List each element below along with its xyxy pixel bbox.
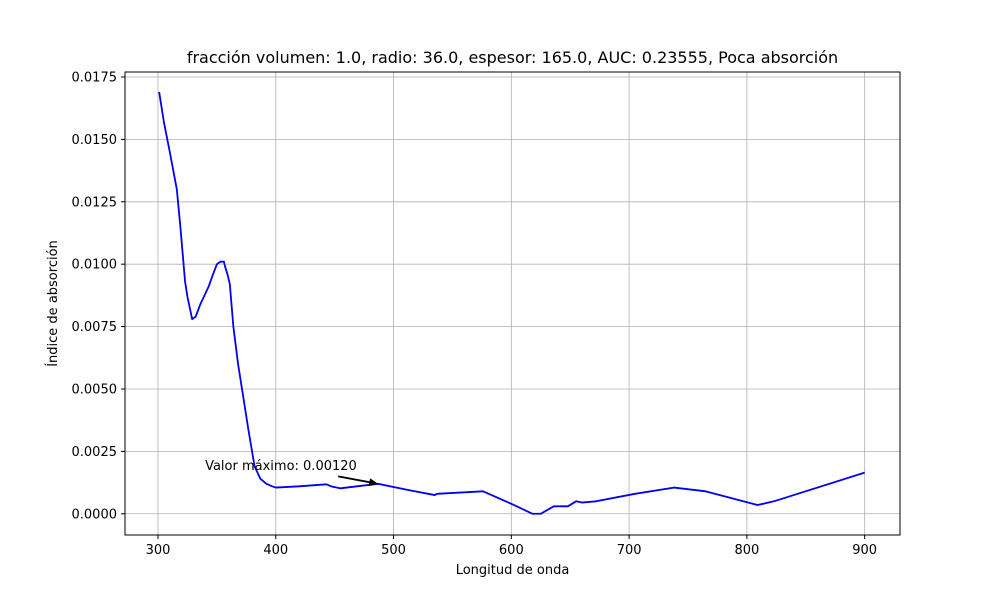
y-tick-label: 0.0150 (72, 133, 118, 148)
annotation-arrow-shaft (338, 475, 370, 484)
annotation: Valor máximo: 0.00120 (205, 459, 379, 487)
x-tick-label: 900 (852, 543, 877, 558)
x-tick-label: 500 (381, 543, 406, 558)
x-tick-label: 600 (499, 543, 524, 558)
plot-frame (124, 71, 901, 536)
grid-lines (125, 72, 900, 535)
annotation-arrow-head (368, 478, 379, 487)
x-tick-label: 800 (734, 543, 759, 558)
series-layer (158, 91, 865, 515)
y-axis-title: Índice de absorción (45, 240, 61, 367)
axis-ticks: 300 400 500 600 700 800 900 0.0000 0.0025 0.0050 0… (72, 70, 878, 558)
y-tick-label: 0.0025 (72, 445, 118, 460)
y-tick-label: 0.0000 (72, 507, 118, 522)
x-tick-label: 700 (617, 543, 642, 558)
series-line (158, 91, 865, 515)
x-tick-label: 300 (146, 543, 171, 558)
x-axis-title: Longitud de onda (456, 563, 570, 578)
annotation-text: Valor máximo: 0.00120 (205, 459, 357, 474)
y-tick-label: 0.0175 (72, 70, 118, 85)
chart-title: fracción volumen: 1.0, radio: 36.0, espe… (187, 48, 838, 67)
y-tick-label: 0.0075 (72, 320, 118, 335)
y-tick-label: 0.0125 (72, 195, 118, 210)
y-tick-label: 0.0050 (72, 382, 118, 397)
y-tick-label: 0.0100 (72, 258, 118, 273)
x-tick-label: 400 (263, 543, 288, 558)
